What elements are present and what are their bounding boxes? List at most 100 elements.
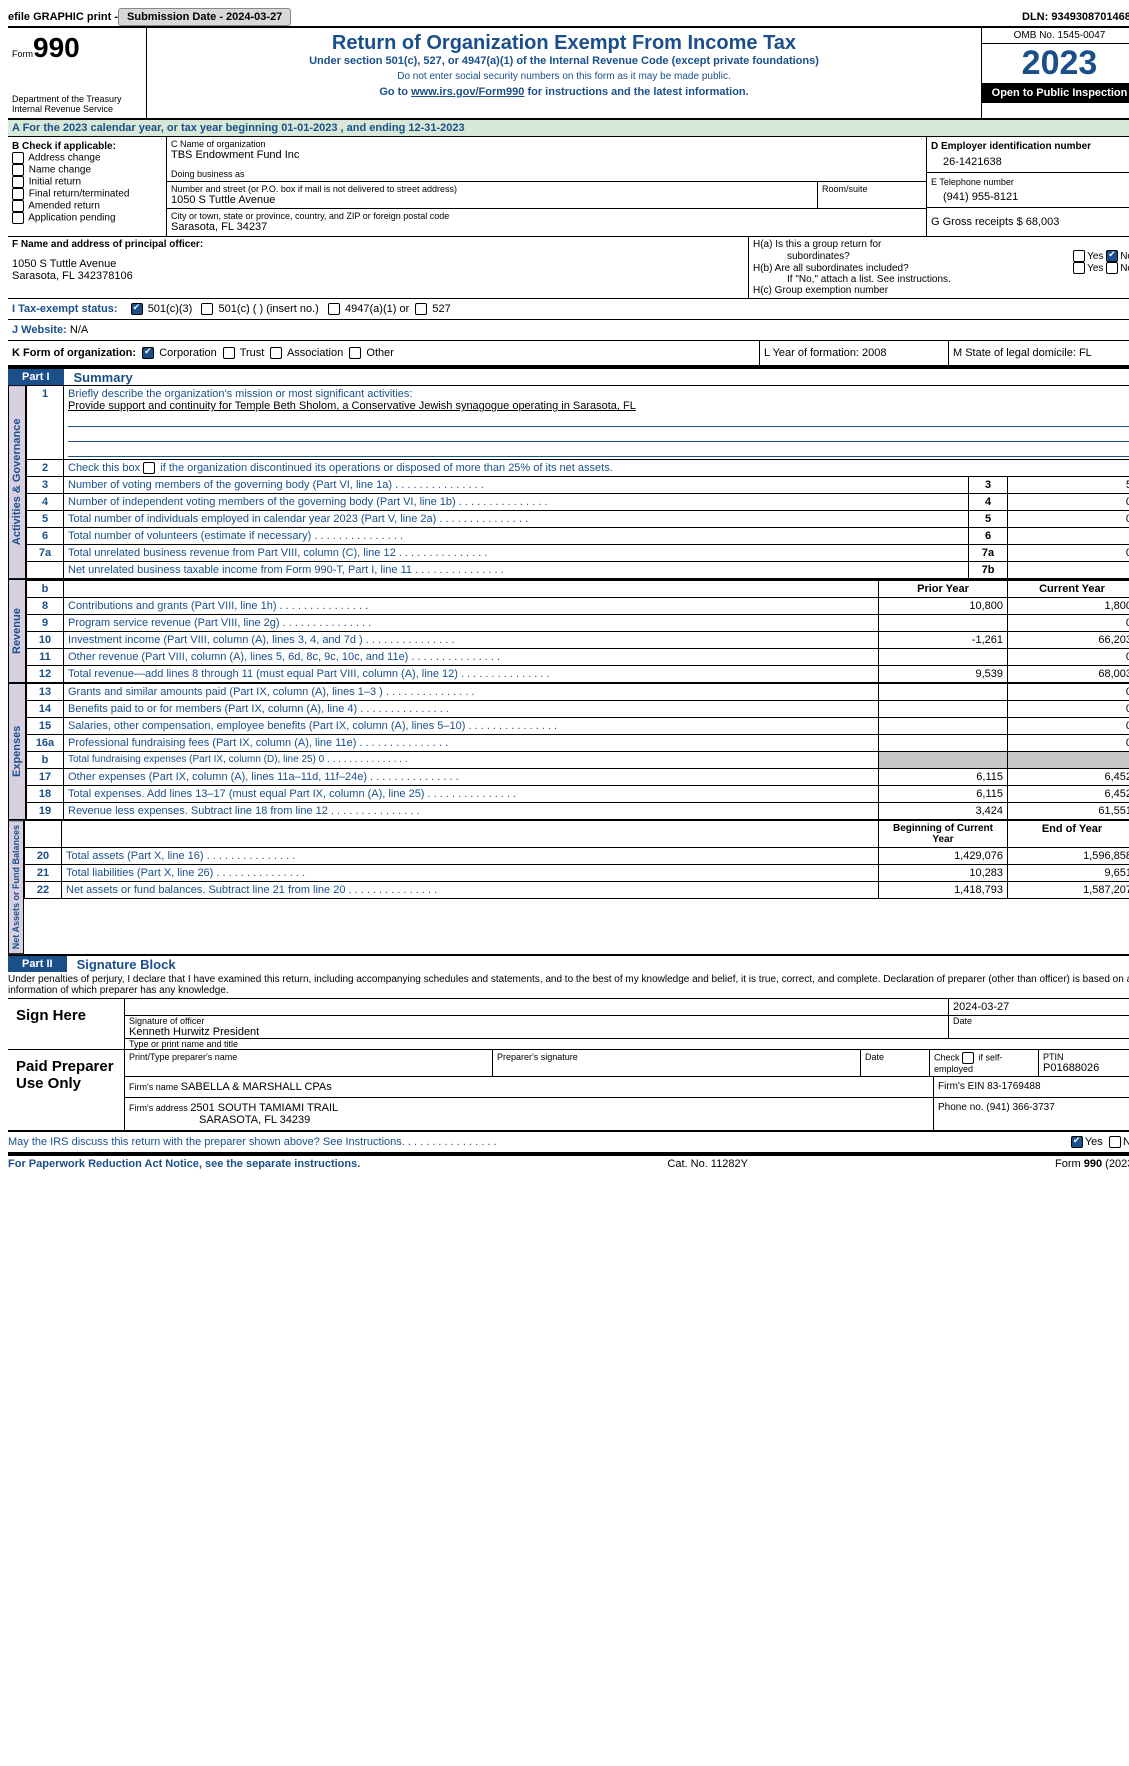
prep-name-label: Print/Type preparer's name	[125, 1050, 493, 1076]
dln-label: DLN: 93493087014684	[1022, 11, 1129, 23]
sig-officer-label: Signature of officer	[129, 1016, 204, 1026]
cb-501c3[interactable]: 501(c)(3)	[148, 303, 193, 315]
cb-501c[interactable]: 501(c) ( ) (insert no.)	[219, 303, 319, 315]
officer-name: Kenneth Hurwitz President	[129, 1026, 259, 1038]
vlabel-governance: Activities & Governance	[8, 385, 26, 579]
cb-527[interactable]: 527	[432, 303, 450, 315]
part2-tab: Part II	[8, 956, 67, 972]
part1-header: Part I Summary	[8, 367, 1129, 385]
part2-header: Part II Signature Block	[8, 954, 1129, 972]
goto-suffix: for instructions and the latest informat…	[524, 86, 748, 98]
tax-period-bar: A For the 2023 calendar year, or tax yea…	[8, 120, 1129, 137]
cb-final-return[interactable]: Final return/terminated	[29, 189, 130, 200]
gross-receipts: G Gross receipts $ 68,003	[931, 216, 1059, 228]
expenses-table: 13Grants and similar amounts paid (Part …	[26, 683, 1129, 820]
firm-name-label: Firm's name	[129, 1082, 181, 1092]
line2-text: Check this box if the organization disco…	[64, 460, 1129, 477]
perjury-declaration: Under penalties of perjury, I declare th…	[8, 972, 1129, 999]
date-label: Date	[949, 1016, 1129, 1038]
part2-title: Signature Block	[77, 957, 176, 972]
prep-date-label: Date	[861, 1050, 930, 1076]
ptin-value: P01688026	[1043, 1062, 1099, 1074]
officer-addr1: 1050 S Tuttle Avenue	[12, 258, 744, 270]
prep-sig-label: Preparer's signature	[493, 1050, 861, 1076]
firm-addr1: 2501 SOUTH TAMIAMI TRAIL	[190, 1102, 338, 1114]
mission-text: Provide support and continuity for Templ…	[68, 400, 636, 412]
cb-name-change[interactable]: Name change	[29, 165, 91, 176]
revenue-table: b Prior Year Current Year 8Contributions…	[26, 579, 1129, 683]
ha-yes[interactable]: Yes	[1087, 251, 1103, 262]
firm-addr2: SARASOTA, FL 34239	[129, 1114, 310, 1126]
type-print-label: Type or print name and title	[125, 1039, 1129, 1049]
paid-preparer-label: Paid Preparer Use Only	[8, 1050, 125, 1130]
submission-date-btn[interactable]: Submission Date - 2024-03-27	[118, 8, 291, 26]
org-name-label: C Name of organization	[171, 139, 922, 149]
firm-ein: Firm's EIN 83-1769488	[934, 1077, 1129, 1097]
footer-right: Form 990 (2023)	[1055, 1158, 1129, 1170]
firm-name: SABELLA & MARSHALL CPAs	[181, 1081, 332, 1093]
efile-label: efile GRAPHIC print -	[8, 11, 118, 23]
omb-number: OMB No. 1545-0047	[982, 28, 1129, 44]
ha-sub: subordinates?	[753, 251, 1073, 262]
room-label: Room/suite	[822, 184, 922, 194]
hb-yes[interactable]: Yes	[1087, 263, 1103, 274]
cb-association[interactable]: Association	[287, 347, 343, 359]
officer-addr2: Sarasota, FL 342378106	[12, 270, 744, 282]
ein-value: 26-1421638	[931, 152, 1129, 168]
hb-no[interactable]: No	[1120, 263, 1129, 274]
discuss-yes[interactable]: Yes	[1085, 1136, 1103, 1148]
tax-exempt-label: I Tax-exempt status:	[12, 303, 118, 315]
website-label: J Website:	[12, 324, 70, 336]
discuss-label: May the IRS discuss this return with the…	[8, 1136, 405, 1148]
col-begin: Beginning of Current Year	[879, 821, 1008, 848]
sign-here-label: Sign Here	[8, 999, 125, 1049]
box-b-header: B Check if applicable:	[12, 141, 162, 152]
vlabel-expenses: Expenses	[8, 683, 26, 820]
cb-address-change[interactable]: Address change	[28, 153, 100, 164]
ein-label: D Employer identification number	[931, 141, 1129, 152]
year-formation: L Year of formation: 2008	[760, 341, 949, 365]
paid-preparer-block: Paid Preparer Use Only Print/Type prepar…	[8, 1050, 1129, 1132]
street-address: 1050 S Tuttle Avenue	[171, 194, 813, 206]
cb-trust[interactable]: Trust	[240, 347, 265, 359]
hb-label: H(b) Are all subordinates included?	[753, 263, 1073, 274]
footer-left: For Paperwork Reduction Act Notice, see …	[8, 1158, 360, 1170]
state-domicile: M State of legal domicile: FL	[949, 341, 1129, 365]
form-prefix: Form	[12, 49, 33, 59]
col-current: Current Year	[1008, 580, 1129, 598]
discuss-no[interactable]: No	[1123, 1136, 1129, 1148]
firm-phone: Phone no. (941) 366-3737	[934, 1098, 1129, 1130]
goto-prefix: Go to	[379, 86, 411, 98]
sig-date: 2024-03-27	[949, 999, 1129, 1015]
ha-no[interactable]: No	[1120, 251, 1129, 262]
footer-center: Cat. No. 11282Y	[667, 1158, 748, 1170]
cb-4947[interactable]: 4947(a)(1) or	[345, 303, 409, 315]
org-name: TBS Endowment Fund Inc	[171, 149, 922, 161]
principal-officer-label: F Name and address of principal officer:	[12, 239, 744, 250]
phone-value: (941) 955-8121	[931, 187, 1129, 203]
line1-label: Briefly describe the organization's miss…	[68, 388, 412, 400]
net-assets-table: Beginning of Current Year End of Year 20…	[24, 820, 1129, 899]
open-inspection: Open to Public Inspection	[982, 83, 1129, 103]
hb-note: If "No," attach a list. See instructions…	[753, 274, 1129, 285]
part1-title: Summary	[74, 370, 133, 385]
cb-application-pending[interactable]: Application pending	[28, 213, 115, 224]
entity-info-section: B Check if applicable: Address change Na…	[8, 137, 1129, 237]
cb-other[interactable]: Other	[366, 347, 394, 359]
cb-amended-return[interactable]: Amended return	[28, 201, 100, 212]
dept-label: Department of the Treasury Internal Reve…	[12, 94, 142, 114]
city-state-zip: Sarasota, FL 34237	[171, 221, 922, 233]
tax-year: 2023	[982, 44, 1129, 83]
addr-label: Number and street (or P.O. box if mail i…	[171, 184, 813, 194]
goto-link[interactable]: www.irs.gov/Form990	[411, 86, 524, 98]
vlabel-revenue: Revenue	[8, 579, 26, 683]
ha-label: H(a) Is this a group return for	[753, 239, 881, 250]
privacy-note: Do not enter social security numbers on …	[151, 71, 977, 82]
form-title: Return of Organization Exempt From Incom…	[151, 32, 977, 55]
cb-corporation[interactable]: Corporation	[159, 347, 216, 359]
topbar: efile GRAPHIC print - Submission Date - …	[8, 8, 1129, 28]
cb-initial-return[interactable]: Initial return	[29, 177, 81, 188]
page-footer: For Paperwork Reduction Act Notice, see …	[8, 1154, 1129, 1170]
self-employed-label: Check if self-employed	[930, 1050, 1039, 1076]
discuss-row: May the IRS discuss this return with the…	[8, 1132, 1129, 1154]
